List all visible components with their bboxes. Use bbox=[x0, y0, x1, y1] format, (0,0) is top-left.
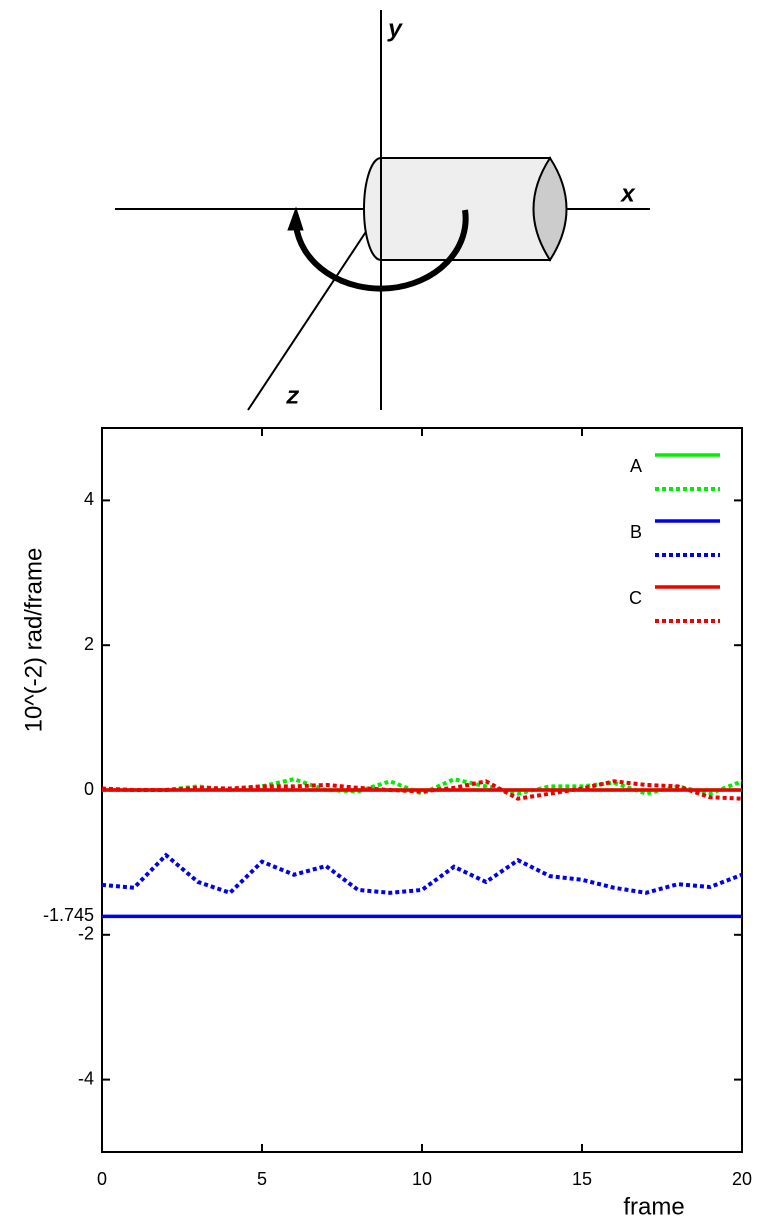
y-tick-label: 2 bbox=[84, 634, 94, 654]
y-tick-label: -4 bbox=[78, 1068, 94, 1088]
y-axis-title: 10^(-2) rad/frame bbox=[20, 548, 47, 733]
x-tick-label: 20 bbox=[732, 1169, 752, 1189]
diagram-label: z bbox=[286, 384, 300, 411]
cylinder-cap bbox=[532, 156, 568, 262]
cylinder-body bbox=[380, 157, 551, 261]
legend-label: B bbox=[630, 522, 642, 542]
x-tick-label: 5 bbox=[257, 1169, 267, 1189]
x-tick-label: 0 bbox=[97, 1169, 107, 1189]
legend-label: C bbox=[629, 588, 642, 608]
diagram-label: x bbox=[620, 182, 636, 209]
arrow-head bbox=[287, 206, 304, 231]
x-tick-label: 10 bbox=[412, 1169, 432, 1189]
diagram bbox=[115, 10, 650, 411]
x-tick-label: 15 bbox=[572, 1169, 592, 1189]
z-axis-line bbox=[247, 208, 382, 411]
diagram-label: y bbox=[387, 17, 404, 44]
cylinder-end bbox=[363, 157, 382, 261]
x-axis-title: frame bbox=[623, 1193, 684, 1220]
y-tick-label: -2 bbox=[78, 924, 94, 944]
legend-label: A bbox=[630, 456, 642, 476]
series-line bbox=[101, 852, 743, 896]
series-line bbox=[101, 779, 743, 801]
y-tick-label: -1.745 bbox=[43, 905, 94, 925]
y-tick-label: 0 bbox=[84, 779, 94, 799]
y-tick-label: 4 bbox=[84, 489, 94, 509]
rotation-arrow bbox=[293, 209, 469, 292]
